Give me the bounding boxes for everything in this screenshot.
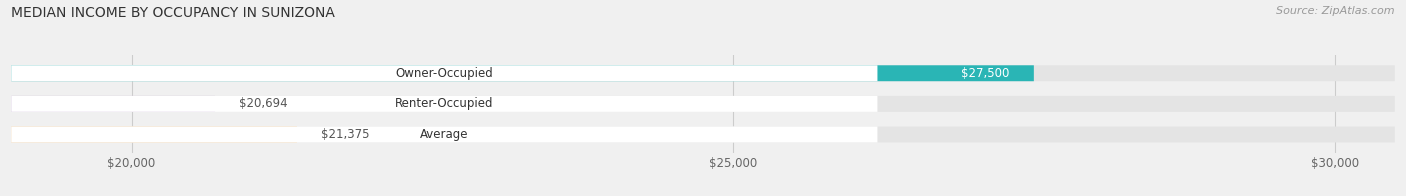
Text: $20,694: $20,694 [239, 97, 288, 110]
FancyBboxPatch shape [11, 127, 877, 142]
Text: Source: ZipAtlas.com: Source: ZipAtlas.com [1277, 6, 1395, 16]
Text: Average: Average [420, 128, 468, 141]
FancyBboxPatch shape [11, 65, 877, 81]
Text: Owner-Occupied: Owner-Occupied [395, 67, 494, 80]
FancyBboxPatch shape [11, 65, 1033, 81]
FancyBboxPatch shape [11, 127, 297, 142]
Text: $21,375: $21,375 [321, 128, 370, 141]
Text: Renter-Occupied: Renter-Occupied [395, 97, 494, 110]
FancyBboxPatch shape [11, 127, 1395, 142]
FancyBboxPatch shape [11, 96, 215, 112]
FancyBboxPatch shape [11, 96, 1395, 112]
FancyBboxPatch shape [11, 65, 1395, 81]
Text: $27,500: $27,500 [962, 67, 1010, 80]
FancyBboxPatch shape [11, 96, 877, 112]
Text: MEDIAN INCOME BY OCCUPANCY IN SUNIZONA: MEDIAN INCOME BY OCCUPANCY IN SUNIZONA [11, 6, 335, 20]
